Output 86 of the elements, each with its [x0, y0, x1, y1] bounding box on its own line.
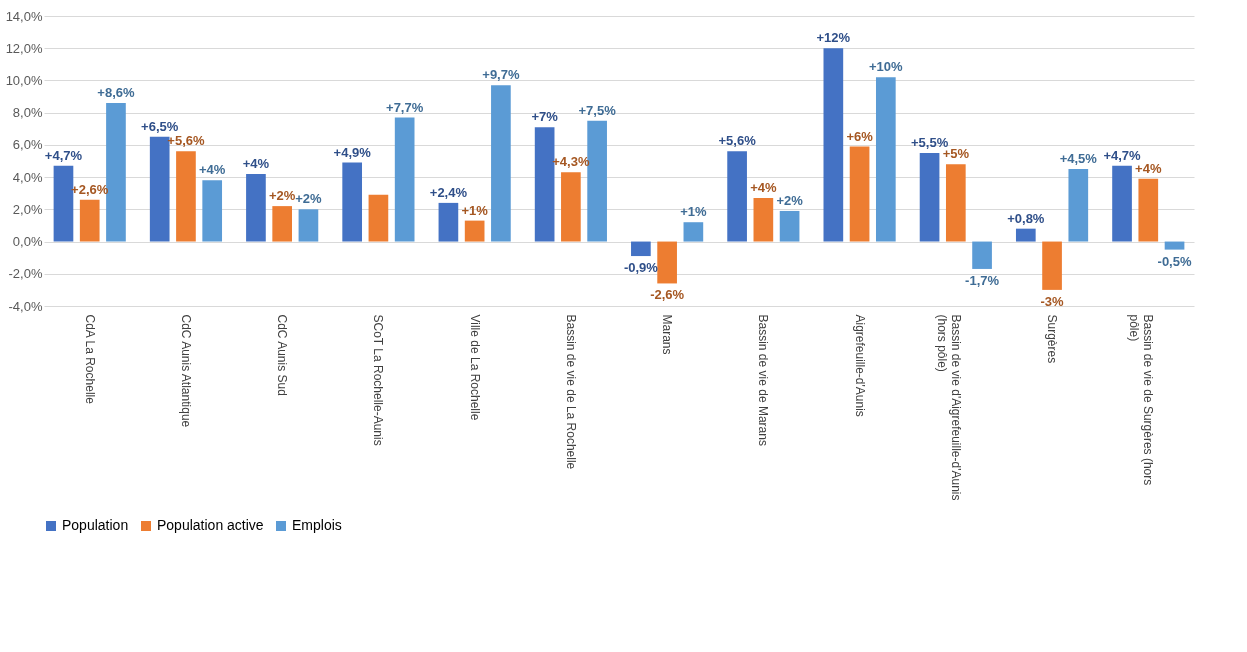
data-label: +5,6% [718, 133, 757, 149]
data-label: +10% [869, 59, 904, 75]
data-label: +4,9% [333, 144, 372, 160]
bar [727, 151, 747, 242]
data-label: +12% [816, 30, 851, 46]
bar [753, 198, 774, 242]
data-label: -0,5% [1157, 253, 1192, 269]
bar [342, 162, 363, 242]
x-tick-label: Bassin de vie d'Aigrefeuille-d'Aunis (hors pôle) [934, 314, 963, 501]
bar [875, 77, 896, 242]
bar [561, 172, 581, 242]
bar [202, 180, 223, 242]
bar [631, 241, 651, 257]
data-label: +4% [1135, 160, 1162, 176]
data-label: +2% [295, 191, 323, 207]
bar [1042, 241, 1062, 290]
bar [1138, 178, 1159, 242]
x-tick-label: Surgères [1045, 314, 1060, 364]
data-label: +8,6% [97, 85, 135, 100]
x-tick-label: CdA La Rochelle [82, 314, 97, 405]
bar [272, 206, 293, 242]
y-tick-label: 14,0% [5, 8, 43, 24]
data-label: +4% [242, 155, 270, 171]
bar [246, 173, 266, 242]
bar [1164, 241, 1185, 250]
bar [79, 199, 100, 242]
bar [394, 117, 415, 242]
x-tick-label: CdC Aunis Atlantique [178, 314, 193, 428]
data-label: -2,6% [650, 287, 685, 303]
bar [919, 152, 940, 242]
bar [657, 241, 677, 284]
bar [1112, 165, 1132, 242]
bar [683, 222, 704, 242]
data-label: +2% [776, 192, 804, 208]
bar [849, 146, 870, 242]
data-label: +1% [680, 204, 707, 220]
bar [106, 103, 126, 242]
data-label: -3% [1040, 293, 1065, 309]
data-label: +6,5% [141, 118, 179, 134]
data-label: +6% [846, 128, 874, 144]
data-label: -1,7% [965, 272, 1000, 288]
data-label: +0,8% [1007, 210, 1045, 226]
bar [972, 241, 992, 269]
bar [464, 220, 485, 242]
data-label: +2,4% [429, 184, 468, 200]
y-tick-label: -4,0% [8, 298, 43, 314]
data-label: +4,5% [1059, 151, 1098, 167]
legend-label: Population [62, 517, 129, 533]
x-tick-label: SCoT La Rochelle-Aunis [371, 314, 386, 446]
x-tick-label: Aigrefeuille-d'Aunis [852, 314, 867, 417]
x-tick-label: Bassin de vie de Surgères (hors pôle) [1127, 314, 1156, 486]
bar [298, 209, 319, 242]
data-label: +4,7% [44, 147, 83, 163]
y-tick-label: 12,0% [5, 40, 43, 56]
y-tick-label: 8,0% [12, 105, 43, 121]
x-tick-label: Ville de La Rochelle [467, 314, 482, 421]
y-tick-label: -2,0% [8, 266, 43, 282]
y-tick-label: 10,0% [5, 72, 43, 88]
y-tick-label: 2,0% [12, 201, 43, 217]
y-tick-label: 0,0% [12, 234, 43, 250]
bar [945, 164, 966, 242]
legend-label: Emplois [292, 517, 342, 533]
data-label: +2% [268, 188, 296, 204]
bar [176, 151, 196, 242]
data-label: +7,5% [578, 102, 617, 118]
bar [1015, 228, 1036, 242]
bar [779, 210, 800, 242]
y-tick-label: 6,0% [12, 137, 43, 153]
data-label: +4,7% [1103, 147, 1142, 163]
data-label: +1% [461, 202, 489, 218]
annotation: +4% [750, 180, 777, 196]
bar [368, 194, 389, 242]
data-label: +4% [199, 162, 226, 178]
data-label: +7,7% [386, 99, 424, 115]
legend-label: Population active [157, 517, 264, 533]
bar [438, 202, 459, 242]
x-tick-label: Marans [660, 314, 675, 355]
data-label: +9,7% [482, 67, 520, 83]
data-label: +7% [531, 109, 559, 125]
x-tick-label: Bassin de vie de La Rochelle [563, 314, 578, 470]
bar [1068, 169, 1089, 242]
bar [823, 48, 844, 242]
bar [491, 85, 511, 242]
y-tick-label: 4,0% [12, 169, 43, 185]
x-tick-label: Bassin de vie de Marans [756, 314, 771, 446]
x-tick-label: CdC Aunis Sud [275, 314, 290, 396]
